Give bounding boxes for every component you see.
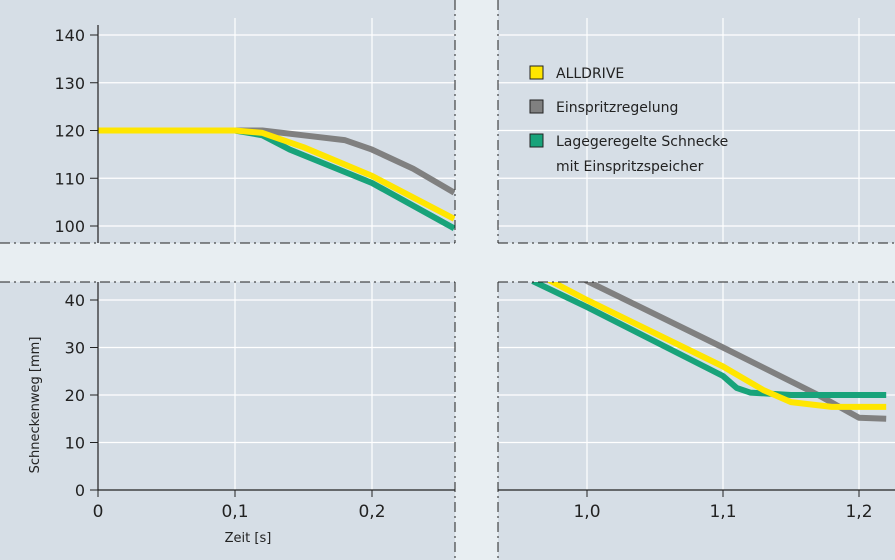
legend-label-einspritzregelung: Einspritzregelung [556, 100, 678, 116]
x-tick-label-left-2: 0,2 [358, 502, 385, 522]
y-tick-label-upper-3: 130 [54, 74, 85, 93]
axis-break-horizontal [0, 243, 895, 282]
x-tick-label-right-1: 1,1 [709, 502, 736, 522]
y-tick-label-lower-3: 30 [65, 339, 85, 358]
legend-swatch-alldrive [530, 66, 543, 79]
panel-lower-right [498, 282, 895, 560]
x-axis-label: Zeit [s] [225, 531, 272, 546]
y-tick-label-upper-1: 110 [54, 169, 85, 188]
legend-swatch-lagegeregelte [530, 134, 543, 147]
x-tick-label-left-0: 0 [93, 502, 104, 522]
y-tick-label-upper-4: 140 [54, 26, 85, 45]
y-axis-label: Schneckenweg [mm] [28, 337, 43, 474]
y-tick-label-upper-0: 100 [54, 217, 85, 236]
y-tick-label-lower-1: 10 [65, 434, 85, 453]
y-tick-label-upper-2: 120 [54, 122, 85, 141]
legend-swatch-einspritzregelung [530, 100, 543, 113]
x-tick-label-right-2: 1,2 [845, 502, 872, 522]
panel-upper-right [498, 0, 895, 243]
x-tick-label-right-0: 1,0 [573, 502, 600, 522]
y-tick-label-lower-4: 40 [65, 291, 85, 310]
axis-break-vertical [455, 0, 498, 560]
y-tick-label-lower-2: 20 [65, 386, 85, 405]
legend-label-alldrive: ALLDRIVE [556, 66, 624, 82]
y-tick-label-lower-0: 0 [75, 481, 85, 500]
x-tick-label-left-1: 0,1 [221, 502, 248, 522]
